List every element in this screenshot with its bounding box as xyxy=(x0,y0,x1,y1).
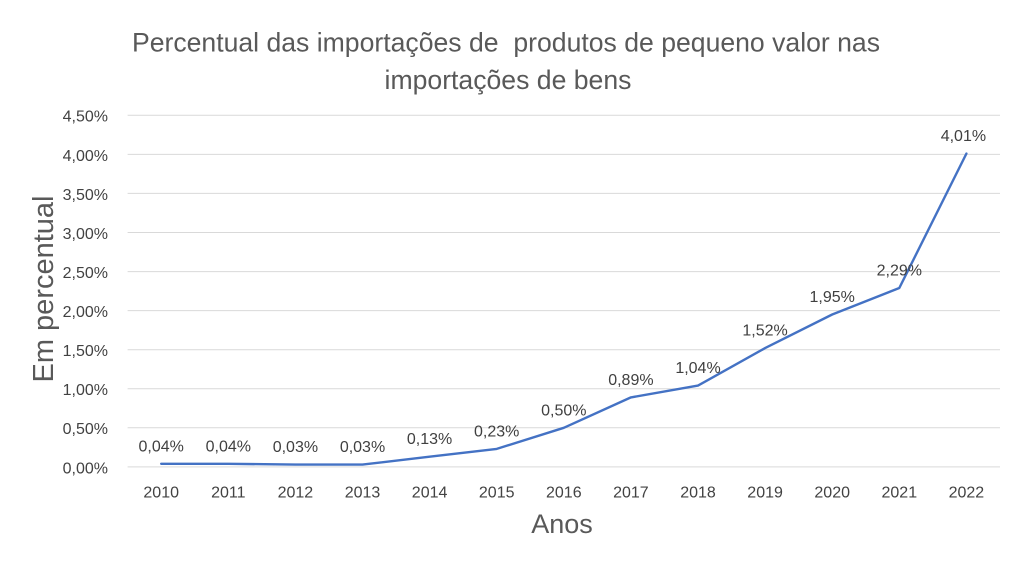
svg-text:0,04%: 0,04% xyxy=(206,438,251,455)
svg-text:1,04%: 1,04% xyxy=(675,360,720,377)
svg-text:2016: 2016 xyxy=(546,485,582,502)
svg-text:2011: 2011 xyxy=(211,485,246,502)
svg-text:2017: 2017 xyxy=(613,485,649,502)
svg-text:2013: 2013 xyxy=(345,485,381,502)
svg-text:1,95%: 1,95% xyxy=(810,289,855,306)
svg-text:4,50%: 4,50% xyxy=(63,109,108,126)
svg-text:2,00%: 2,00% xyxy=(63,304,108,321)
svg-text:2014: 2014 xyxy=(412,485,448,502)
svg-text:0,50%: 0,50% xyxy=(541,402,586,419)
svg-text:0,23%: 0,23% xyxy=(474,423,519,440)
svg-text:1,00%: 1,00% xyxy=(63,382,108,399)
svg-text:Anos: Anos xyxy=(531,509,593,539)
svg-text:1,50%: 1,50% xyxy=(63,343,108,360)
svg-text:2010: 2010 xyxy=(143,485,179,502)
svg-text:0,13%: 0,13% xyxy=(407,431,452,448)
svg-text:0,03%: 0,03% xyxy=(273,439,318,456)
svg-text:2018: 2018 xyxy=(680,485,716,502)
svg-text:0,04%: 0,04% xyxy=(139,438,184,455)
svg-text:2022: 2022 xyxy=(949,485,985,502)
svg-text:Percentual das importações de: Percentual das importações de produtos d… xyxy=(132,28,880,58)
svg-text:2,50%: 2,50% xyxy=(63,265,108,282)
svg-text:0,89%: 0,89% xyxy=(608,372,653,389)
svg-text:2012: 2012 xyxy=(278,485,314,502)
svg-text:4,00%: 4,00% xyxy=(63,148,108,165)
svg-text:2021: 2021 xyxy=(882,485,918,502)
svg-text:0,00%: 0,00% xyxy=(63,460,108,477)
svg-text:2,29%: 2,29% xyxy=(877,263,922,280)
svg-text:0,50%: 0,50% xyxy=(63,421,108,438)
svg-text:3,50%: 3,50% xyxy=(63,187,108,204)
svg-text:importações de bens: importações de bens xyxy=(385,65,632,95)
svg-text:Em percentual: Em percentual xyxy=(28,196,60,383)
svg-text:2020: 2020 xyxy=(814,485,850,502)
svg-text:2015: 2015 xyxy=(479,485,515,502)
svg-text:4,01%: 4,01% xyxy=(941,128,986,145)
svg-text:2019: 2019 xyxy=(747,485,783,502)
svg-text:0,03%: 0,03% xyxy=(340,439,385,456)
svg-text:1,52%: 1,52% xyxy=(742,323,787,340)
svg-text:3,00%: 3,00% xyxy=(63,226,108,243)
